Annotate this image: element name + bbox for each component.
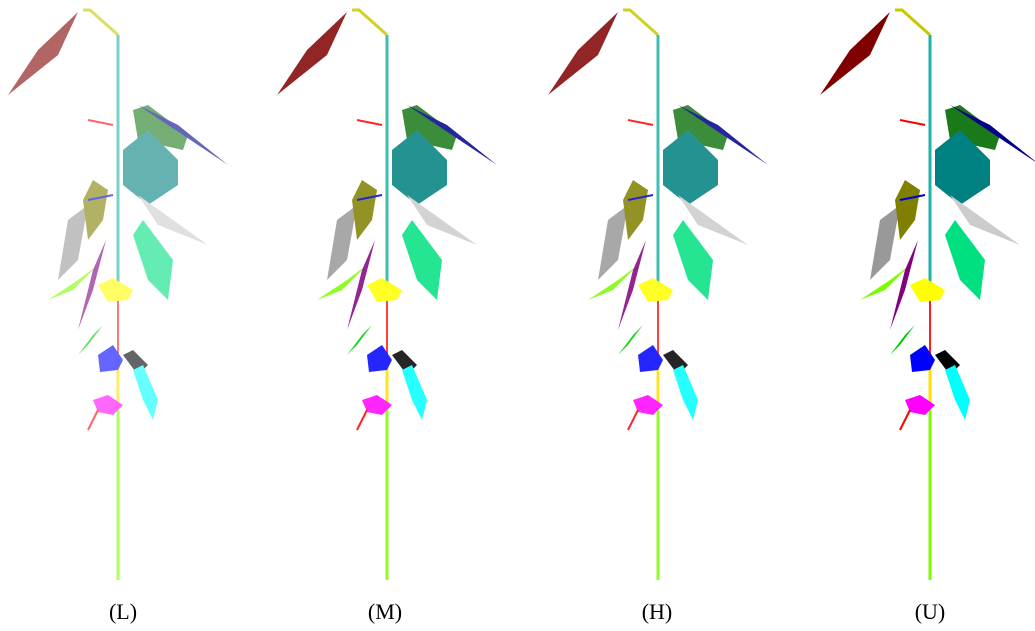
plant-m: [275, 8, 499, 582]
panel-label: (M): [368, 599, 402, 624]
panel-label: (U): [915, 599, 946, 624]
plant-h: [546, 8, 770, 582]
plant-u: [818, 8, 1035, 582]
panel-label: (L): [109, 599, 137, 624]
panel-label: (H): [642, 599, 673, 624]
plant-l: [6, 8, 230, 582]
